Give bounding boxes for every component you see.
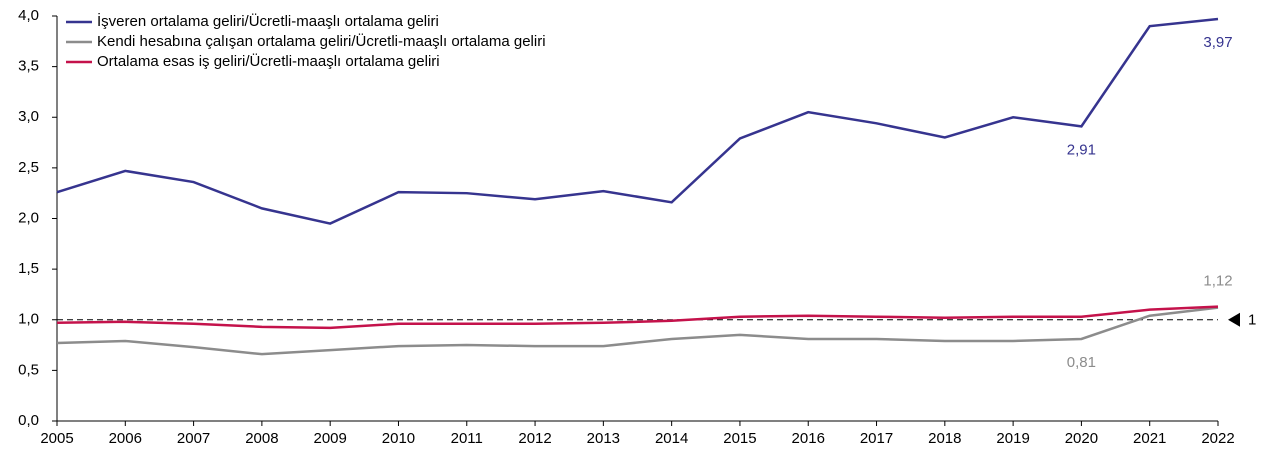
x-tick-label: 2007 (177, 430, 210, 447)
reference-marker (1228, 312, 1240, 327)
reference-label: 1 (1248, 312, 1256, 329)
x-tick-label: 2008 (245, 430, 278, 447)
y-tick-label: 3,5 (18, 58, 39, 75)
x-tick-label: 2016 (792, 430, 825, 447)
series-line (56, 17, 1219, 225)
y-tick-label: 0,5 (18, 361, 39, 378)
x-tick-label: 2013 (587, 430, 620, 447)
series-line (56, 305, 1219, 330)
x-tick-label: 2014 (655, 430, 688, 447)
data-label: 2,91 (1067, 141, 1096, 158)
x-tick-label: 2019 (996, 430, 1029, 447)
x-tick-label: 2020 (1065, 430, 1098, 447)
y-tick-label: 2,0 (18, 209, 39, 226)
y-tick-label: 2,5 (18, 159, 39, 176)
x-tick-label: 2011 (451, 430, 483, 447)
x-tick-label: 2012 (518, 430, 551, 447)
x-tick-label: 2005 (40, 430, 73, 447)
y-tick-label: 1,0 (18, 311, 39, 328)
y-tick-label: 3,0 (18, 108, 39, 125)
data-label: 3,97 (1203, 34, 1232, 51)
data-label: 1,12 (1203, 273, 1232, 290)
y-tick-label: 1,5 (18, 260, 39, 277)
y-tick-label: 4,0 (18, 7, 39, 24)
legend-label: İşveren ortalama geliri/Ücretli-maaşlı o… (97, 12, 439, 30)
legend-label: Kendi hesabına çalışan ortalama geliri/Ü… (97, 32, 546, 50)
y-tick-label: 0,0 (18, 412, 39, 429)
legend-label: Ortalama esas iş geliri/Ücretli-maaşlı o… (97, 52, 440, 70)
x-tick-label: 2009 (313, 430, 346, 447)
x-tick-label: 2015 (723, 430, 756, 447)
x-tick-label: 2018 (928, 430, 961, 447)
data-label: 0,81 (1067, 354, 1096, 371)
series-line (56, 306, 1219, 356)
x-tick-label: 2022 (1201, 430, 1234, 447)
x-tick-label: 2006 (109, 430, 142, 447)
x-tick-label: 2021 (1133, 430, 1166, 447)
x-tick-label: 2010 (382, 430, 415, 447)
x-tick-label: 2017 (860, 430, 893, 447)
